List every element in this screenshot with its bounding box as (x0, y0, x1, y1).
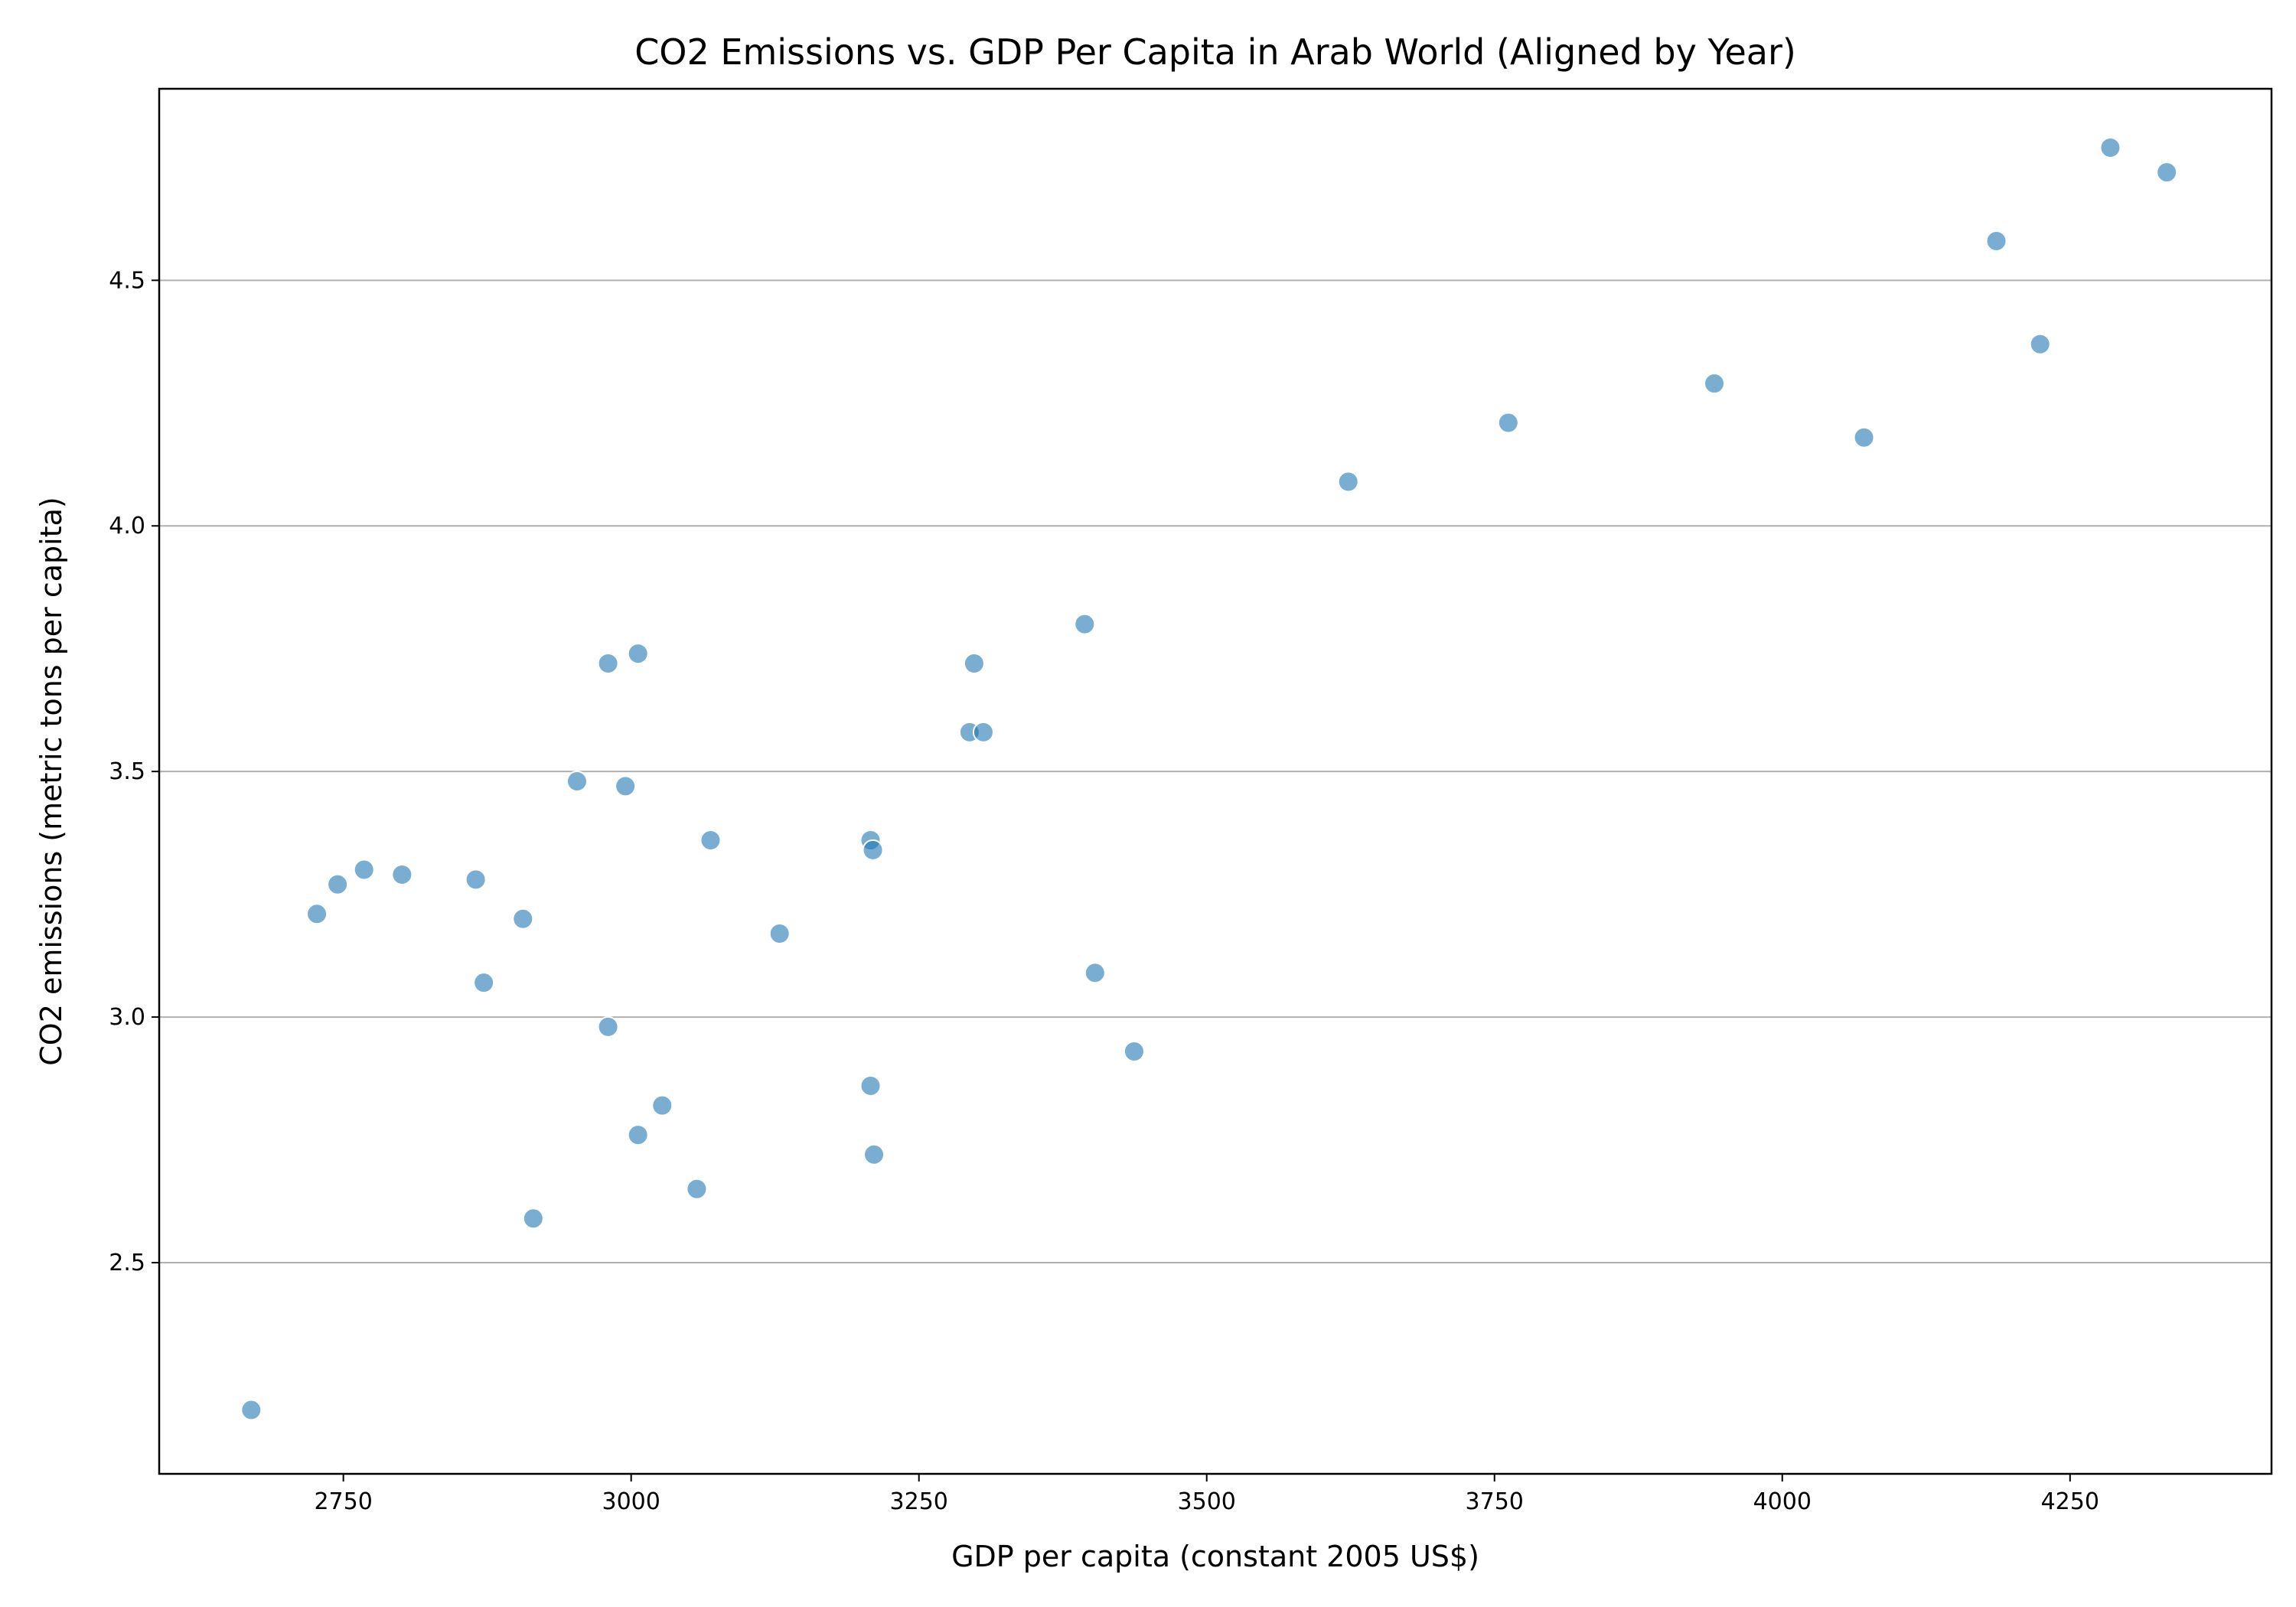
data-point (700, 830, 722, 852)
y-tick-label: 4.5 (109, 267, 145, 294)
x-tick-label: 3000 (602, 1488, 660, 1515)
data-point (1853, 426, 1875, 448)
data-point (1985, 230, 2007, 252)
data-point (768, 922, 791, 944)
data-point (327, 873, 349, 895)
data-point (862, 839, 884, 861)
data-point (863, 1143, 885, 1165)
data-point (512, 908, 534, 930)
data-point (597, 652, 619, 674)
x-tick-label: 4000 (1753, 1488, 1812, 1515)
x-tick-label: 3500 (1178, 1488, 1236, 1515)
data-point (627, 643, 649, 665)
data-point (597, 1015, 619, 1038)
data-point (651, 1094, 673, 1116)
data-point (963, 652, 985, 674)
data-point (473, 972, 495, 994)
x-tick-label: 2750 (314, 1488, 372, 1515)
data-point (615, 775, 637, 797)
data-point (686, 1178, 708, 1200)
x-tick-label: 4250 (2041, 1488, 2099, 1515)
chart-title: CO2 Emissions vs. GDP Per Capita in Arab… (634, 31, 1796, 73)
data-point (465, 869, 487, 891)
data-points (240, 137, 2178, 1421)
data-point (2099, 137, 2122, 159)
data-point (859, 1074, 882, 1097)
x-axis-title: GDP per capita (constant 2005 US$) (951, 1540, 1479, 1573)
data-point (2156, 161, 2178, 184)
y-axis-ticks: 2.5 3.0 3.5 4.0 4.5 (109, 267, 159, 1276)
data-point (1074, 613, 1096, 635)
y-tick-label: 3.5 (109, 758, 145, 785)
y-tick-label: 3.0 (109, 1004, 145, 1031)
x-tick-label: 3250 (890, 1488, 948, 1515)
data-point (522, 1208, 544, 1230)
data-point (1337, 471, 1359, 493)
data-point (240, 1399, 263, 1421)
data-point (627, 1124, 649, 1146)
x-tick-label: 3750 (1466, 1488, 1524, 1515)
data-point (1497, 412, 1519, 434)
gridlines (159, 279, 2272, 1264)
y-tick-label: 4.0 (109, 513, 145, 539)
data-point (1123, 1041, 1145, 1063)
data-point (1704, 373, 1726, 395)
data-point (306, 903, 328, 925)
data-point (2029, 333, 2051, 355)
data-point (353, 859, 375, 881)
data-point (1084, 962, 1106, 984)
data-point (566, 771, 588, 792)
plot-frame (158, 87, 2273, 1475)
y-tick-label: 2.5 (109, 1250, 145, 1276)
data-point (391, 863, 413, 885)
data-point (972, 721, 994, 743)
y-axis-title: CO2 emissions (metric tons per capita) (34, 497, 68, 1065)
x-axis-ticks: 2750 3000 3250 3500 3750 4000 4250 (314, 1474, 2099, 1515)
